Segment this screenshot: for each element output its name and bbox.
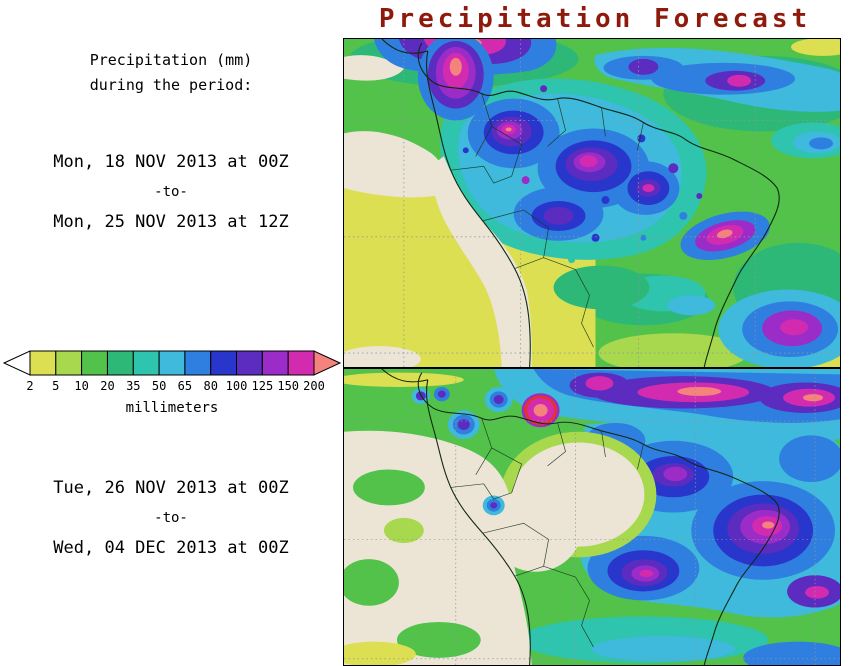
colorbar-scale: 2 5 10 20 35 50 65 80 100 125 150 200 xyxy=(2,349,342,399)
svg-text:2: 2 xyxy=(26,379,33,393)
period-1-separator: -to- xyxy=(154,184,188,200)
svg-text:5: 5 xyxy=(52,379,59,393)
colorbar: 2 5 10 20 35 50 65 80 100 125 150 200 millimeters xyxy=(2,349,342,416)
legend-heading-line-1: Precipitation (mm) xyxy=(89,51,253,69)
colorbar-unit-label: millimeters xyxy=(125,400,219,416)
precipitation-map-period-2 xyxy=(344,369,840,665)
period-2-end: Wed, 04 DEC 2013 at 00Z xyxy=(53,538,289,558)
map-panel-period-2 xyxy=(343,368,841,666)
precipitation-map-period-1 xyxy=(344,39,840,367)
period-1-dates: Mon, 18 NOV 2013 at 00Z -to- Mon, 25 NOV… xyxy=(0,147,342,237)
country-borders xyxy=(450,93,644,348)
svg-text:50: 50 xyxy=(152,379,166,393)
colorbar-svg: 2 5 10 20 35 50 65 80 100 125 150 200 xyxy=(2,350,342,393)
legend-heading-line-2: during the period: xyxy=(89,76,253,94)
period-2-dates: Tue, 26 NOV 2013 at 00Z -to- Wed, 04 DEC… xyxy=(0,473,342,563)
svg-text:200: 200 xyxy=(303,379,325,393)
svg-text:125: 125 xyxy=(252,379,274,393)
period-1-end: Mon, 25 NOV 2013 at 12Z xyxy=(53,212,289,232)
map-panel-period-1 xyxy=(343,38,841,368)
svg-text:150: 150 xyxy=(277,379,299,393)
svg-text:80: 80 xyxy=(203,379,217,393)
precip-field-heavy xyxy=(373,39,840,367)
latlon-gridlines xyxy=(344,369,840,665)
svg-text:35: 35 xyxy=(126,379,140,393)
country-borders xyxy=(450,418,644,648)
svg-text:20: 20 xyxy=(100,379,114,393)
precip-field-dry xyxy=(344,430,657,665)
legend-heading: Precipitation (mm) during the period: xyxy=(0,48,342,98)
svg-text:100: 100 xyxy=(226,379,248,393)
period-1-start: Mon, 18 NOV 2013 at 00Z xyxy=(53,152,289,172)
period-2-start: Tue, 26 NOV 2013 at 00Z xyxy=(53,478,289,498)
page-title: Precipitation Forecast xyxy=(378,4,812,34)
svg-text:10: 10 xyxy=(74,379,88,393)
period-2-separator: -to- xyxy=(154,510,188,526)
svg-text:65: 65 xyxy=(178,379,192,393)
latlon-gridlines xyxy=(344,39,840,367)
